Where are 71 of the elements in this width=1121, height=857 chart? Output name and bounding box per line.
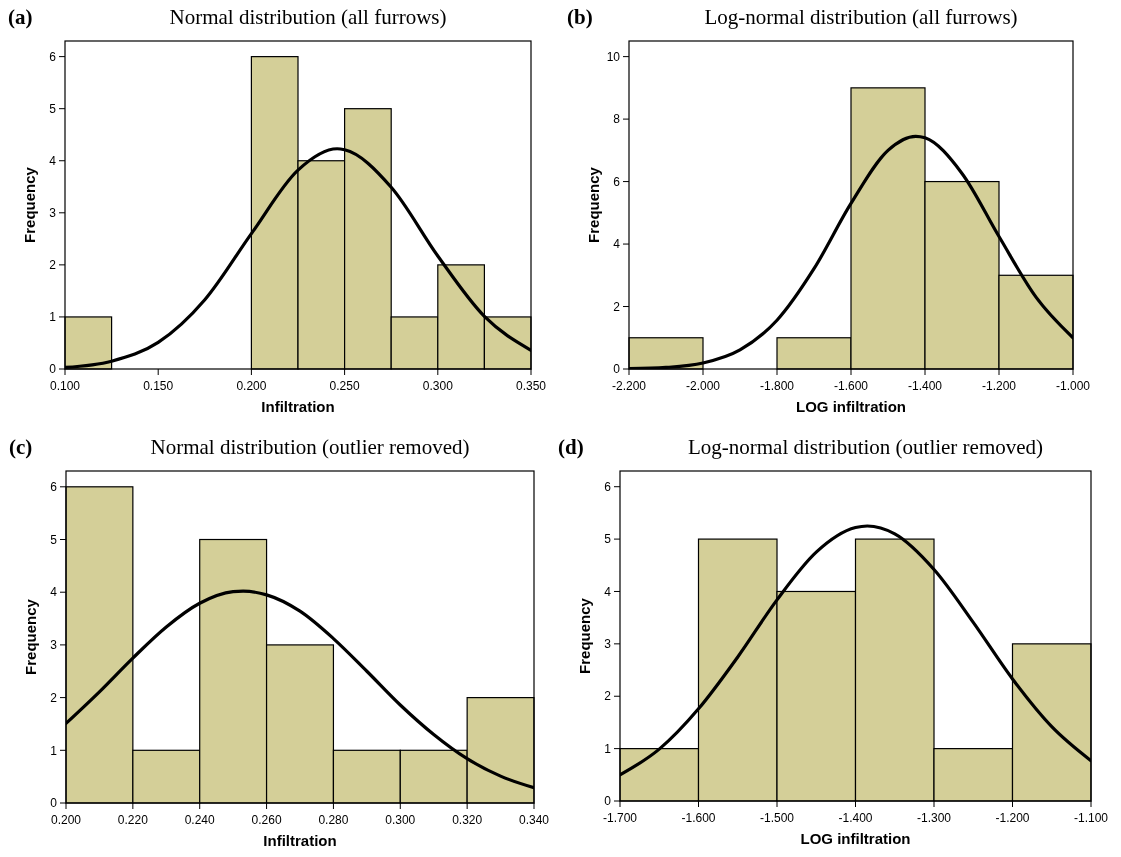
x-tick-label: -1.500 — [759, 811, 795, 825]
text: (d) — [558, 435, 584, 459]
y-axis-title: Frequency — [585, 166, 602, 243]
y-tick-label: 2 — [604, 689, 612, 704]
y-tick-label: 5 — [50, 532, 58, 547]
x-tick-label: -1.100 — [1073, 811, 1109, 825]
x-tick-label: 0.250 — [329, 379, 360, 393]
x-tick-label: -1.300 — [916, 811, 952, 825]
x-tick-label: -1.400 — [838, 811, 873, 825]
x-tick-label: 0.260 — [251, 813, 282, 827]
x-axis-title: LOG infiltration — [800, 830, 911, 847]
y-tick-label: 2 — [613, 299, 621, 314]
x-tick-label: 0.320 — [452, 813, 483, 827]
x-tick-label: 0.300 — [422, 379, 454, 393]
x-tick-label: -1.400 — [907, 379, 943, 393]
y-tick-label: 4 — [604, 584, 612, 599]
x-tick-label: -2.200 — [611, 379, 647, 393]
x-tick-label: -1.600 — [833, 379, 869, 393]
y-tick-label: 0 — [49, 362, 57, 377]
text: (a) — [8, 5, 33, 29]
y-tick-label: 6 — [50, 480, 58, 495]
y-tick-label: 1 — [604, 741, 612, 756]
y-tick-label: 1 — [50, 743, 58, 758]
x-tick-label: -1.600 — [681, 811, 716, 825]
x-tick-label: 0.340 — [518, 813, 550, 827]
y-tick-label: 0 — [50, 796, 58, 811]
text: (b) — [567, 5, 593, 29]
x-tick-label: 0.200 — [50, 813, 82, 827]
y-tick-label: 8 — [613, 112, 621, 127]
y-tick-label: 2 — [50, 690, 58, 705]
x-axis-title: Infiltration — [263, 832, 337, 849]
y-tick-label: 4 — [50, 585, 58, 600]
chart-title: Normal distribution (all furrows) — [169, 5, 447, 29]
y-tick-label: 0 — [613, 362, 621, 377]
y-tick-label: 4 — [613, 237, 621, 252]
y-tick-label: 3 — [49, 206, 57, 221]
x-tick-label: -1.800 — [759, 379, 795, 393]
y-tick-label: 2 — [49, 258, 57, 273]
x-axis-title: LOG infiltration — [796, 398, 906, 415]
x-tick-label: 0.100 — [49, 379, 81, 393]
x-axis-title: Infiltration — [261, 398, 335, 415]
y-tick-label: 0 — [604, 794, 612, 809]
text: (c) — [9, 435, 33, 459]
x-tick-label: 0.300 — [385, 813, 416, 827]
y-tick-label: 10 — [606, 49, 621, 64]
y-tick-label: 6 — [613, 174, 621, 189]
chart-title: Log-normal distribution (outlier removed) — [687, 435, 1044, 459]
y-tick-label: 3 — [604, 637, 612, 652]
y-tick-label: 6 — [604, 479, 612, 494]
y-axis-title: Frequency — [576, 597, 593, 674]
y-tick-label: 6 — [49, 49, 57, 64]
y-tick-label: 5 — [604, 532, 612, 547]
x-tick-label: -1.700 — [602, 811, 638, 825]
x-tick-label: 0.200 — [236, 379, 267, 393]
x-tick-label: -1.200 — [995, 811, 1030, 825]
x-tick-label: 0.150 — [143, 379, 174, 393]
x-tick-label: 0.350 — [515, 379, 547, 393]
chart-title: Normal distribution (outlier removed) — [150, 435, 470, 459]
y-tick-label: 1 — [49, 310, 57, 325]
x-tick-label: 0.220 — [117, 813, 149, 827]
y-tick-label: 3 — [50, 638, 58, 653]
chart-title: Log-normal distribution (all furrows) — [704, 5, 1018, 29]
x-tick-label: 0.240 — [184, 813, 216, 827]
y-axis-title: Frequency — [22, 598, 39, 675]
y-tick-label: 4 — [49, 153, 57, 168]
x-tick-label: 0.280 — [318, 813, 349, 827]
x-tick-label: -1.200 — [981, 379, 1017, 393]
y-tick-label: 5 — [49, 101, 57, 116]
x-tick-label: -2.000 — [685, 379, 721, 393]
x-tick-label: -1.000 — [1055, 379, 1091, 393]
y-axis-title: Frequency — [21, 166, 38, 243]
